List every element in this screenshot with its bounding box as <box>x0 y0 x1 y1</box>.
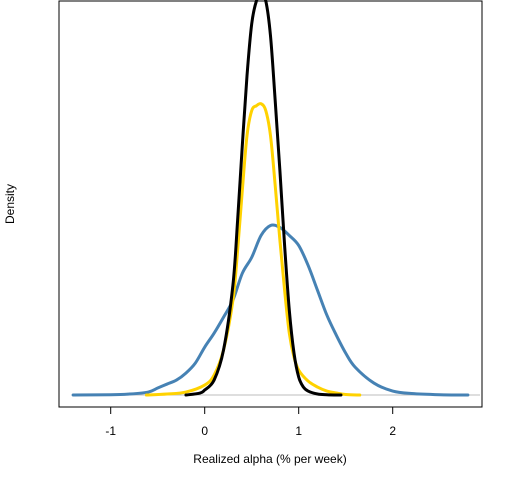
x-axis-title: Realized alpha (% per week) <box>193 452 346 466</box>
x-tick-label: 0 <box>201 424 208 438</box>
density-line-1 <box>71 223 470 397</box>
y-axis-title: Density <box>3 184 17 224</box>
x-axis: -1 0 1 2 <box>105 407 396 438</box>
density-line-3 <box>184 0 343 397</box>
x-tick-label: 2 <box>389 424 396 438</box>
plot-frame <box>58 0 483 408</box>
density-line-2 <box>144 102 362 397</box>
series-layer <box>71 0 470 397</box>
x-tick-label: 1 <box>295 424 302 438</box>
x-tick-label: -1 <box>105 424 116 438</box>
